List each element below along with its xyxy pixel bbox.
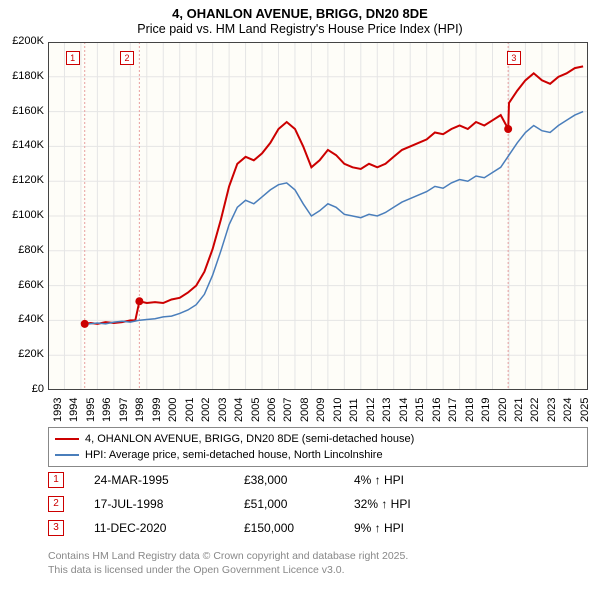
ytick-label: £100K xyxy=(0,209,44,221)
chart-svg xyxy=(48,42,588,390)
xtick-label: 1997 xyxy=(118,398,130,422)
tx-price: £38,000 xyxy=(244,473,354,487)
ytick-label: £60K xyxy=(0,279,44,291)
ytick-label: £80K xyxy=(0,244,44,256)
table-row: 1 24-MAR-1995 £38,000 4% ↑ HPI xyxy=(48,468,588,492)
xtick-label: 2011 xyxy=(348,398,360,422)
xtick-label: 2023 xyxy=(546,398,558,422)
plot-area xyxy=(48,42,588,390)
tx-badge-1: 1 xyxy=(48,472,64,488)
xtick-label: 1994 xyxy=(68,398,80,422)
xtick-label: 2021 xyxy=(513,398,525,422)
title-area: 4, OHANLON AVENUE, BRIGG, DN20 8DE Price… xyxy=(0,0,600,36)
xtick-label: 2000 xyxy=(167,398,179,422)
xtick-label: 1999 xyxy=(151,398,163,422)
tx-date: 11-DEC-2020 xyxy=(94,521,244,535)
table-row: 2 17-JUL-1998 £51,000 32% ↑ HPI xyxy=(48,492,588,516)
tx-pct: 32% ↑ HPI xyxy=(354,497,454,511)
ytick-label: £40K xyxy=(0,313,44,325)
ytick-label: £140K xyxy=(0,139,44,151)
xtick-label: 1998 xyxy=(134,398,146,422)
tx-date: 17-JUL-1998 xyxy=(94,497,244,511)
xtick-label: 2003 xyxy=(217,398,229,422)
xtick-label: 2020 xyxy=(497,398,509,422)
xtick-label: 2007 xyxy=(282,398,294,422)
xtick-label: 2009 xyxy=(315,398,327,422)
ytick-label: £120K xyxy=(0,174,44,186)
xtick-label: 2001 xyxy=(184,398,196,422)
xtick-label: 1993 xyxy=(52,398,64,422)
xtick-label: 2018 xyxy=(464,398,476,422)
xtick-label: 2005 xyxy=(250,398,262,422)
ytick-label: £200K xyxy=(0,35,44,47)
footer: Contains HM Land Registry data © Crown c… xyxy=(48,550,408,577)
xtick-label: 2006 xyxy=(266,398,278,422)
tx-price: £51,000 xyxy=(244,497,354,511)
xtick-label: 2010 xyxy=(332,398,344,422)
chart-subtitle: Price paid vs. HM Land Registry's House … xyxy=(0,22,600,36)
ytick-label: £180K xyxy=(0,70,44,82)
marker-badge-1: 1 xyxy=(66,51,80,65)
ytick-label: £20K xyxy=(0,348,44,360)
legend-label-property: 4, OHANLON AVENUE, BRIGG, DN20 8DE (semi… xyxy=(85,433,414,445)
chart-container: 4, OHANLON AVENUE, BRIGG, DN20 8DE Price… xyxy=(0,0,600,590)
chart-title: 4, OHANLON AVENUE, BRIGG, DN20 8DE xyxy=(0,6,600,21)
xtick-label: 2017 xyxy=(447,398,459,422)
marker-badge-3: 3 xyxy=(507,51,521,65)
legend: 4, OHANLON AVENUE, BRIGG, DN20 8DE (semi… xyxy=(48,427,588,467)
xtick-label: 2002 xyxy=(200,398,212,422)
xtick-label: 2013 xyxy=(381,398,393,422)
xtick-label: 1995 xyxy=(85,398,97,422)
xtick-label: 2004 xyxy=(233,398,245,422)
xtick-label: 2008 xyxy=(299,398,311,422)
xtick-label: 1996 xyxy=(101,398,113,422)
tx-date: 24-MAR-1995 xyxy=(94,473,244,487)
tx-pct: 4% ↑ HPI xyxy=(354,473,454,487)
tx-badge-2: 2 xyxy=(48,496,64,512)
footer-line1: Contains HM Land Registry data © Crown c… xyxy=(48,550,408,564)
xtick-label: 2016 xyxy=(431,398,443,422)
xtick-label: 2025 xyxy=(579,398,591,422)
xtick-label: 2022 xyxy=(529,398,541,422)
legend-label-hpi: HPI: Average price, semi-detached house,… xyxy=(85,449,383,461)
legend-swatch-hpi xyxy=(55,454,79,456)
legend-row-property: 4, OHANLON AVENUE, BRIGG, DN20 8DE (semi… xyxy=(55,431,581,447)
footer-line2: This data is licensed under the Open Gov… xyxy=(48,564,408,578)
xtick-label: 2024 xyxy=(562,398,574,422)
ytick-label: £0 xyxy=(0,383,44,395)
xtick-label: 2015 xyxy=(414,398,426,422)
ytick-label: £160K xyxy=(0,105,44,117)
marker-badge-2: 2 xyxy=(120,51,134,65)
table-row: 3 11-DEC-2020 £150,000 9% ↑ HPI xyxy=(48,516,588,540)
tx-badge-3: 3 xyxy=(48,520,64,536)
legend-swatch-property xyxy=(55,438,79,441)
tx-price: £150,000 xyxy=(244,521,354,535)
transactions-table: 1 24-MAR-1995 £38,000 4% ↑ HPI 2 17-JUL-… xyxy=(48,468,588,540)
xtick-label: 2019 xyxy=(480,398,492,422)
legend-row-hpi: HPI: Average price, semi-detached house,… xyxy=(55,447,581,463)
xtick-label: 2012 xyxy=(365,398,377,422)
tx-pct: 9% ↑ HPI xyxy=(354,521,454,535)
xtick-label: 2014 xyxy=(398,398,410,422)
